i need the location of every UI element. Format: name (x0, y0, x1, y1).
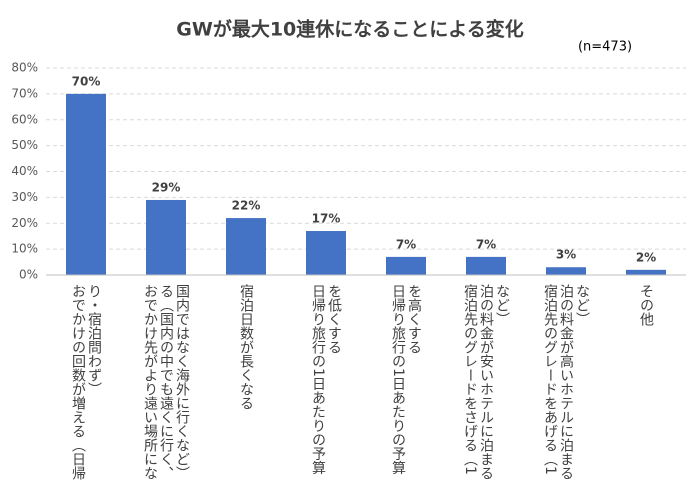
y-tick-label: 10% (11, 242, 38, 256)
x-tick-label: 宿泊日数が長くなる (238, 284, 254, 410)
x-tick-label: 日帰り旅行の1日あたりの予算を低くする (310, 284, 342, 475)
value-label: 70% (72, 74, 101, 88)
chart-title: GWが最大10連休になることによる変化 (176, 18, 523, 41)
y-tick-label: 40% (11, 164, 38, 178)
bar (226, 218, 266, 275)
value-label: 22% (232, 199, 261, 213)
y-tick-label: 0% (19, 268, 38, 282)
value-label: 7% (476, 237, 496, 251)
value-label: 3% (556, 248, 576, 262)
value-label: 17% (312, 212, 341, 226)
y-tick-label: 20% (11, 216, 38, 230)
bar (466, 256, 506, 275)
bar (386, 256, 426, 275)
bar (66, 93, 106, 275)
value-label: 2% (636, 250, 656, 264)
x-tick-label: 宿泊先のグレードをあげる（1泊の料金が高いホテルに泊まるなど） (542, 284, 590, 480)
y-tick-label: 50% (11, 138, 38, 152)
bar (626, 269, 666, 275)
sample-size: (n=473) (578, 40, 632, 55)
bar (306, 231, 346, 275)
x-tick-label: 宿泊先のグレードをさげる（1泊の料金が安いホテルに泊まるなど） (462, 284, 510, 480)
y-tick-label: 60% (11, 112, 38, 126)
y-tick-label: 70% (11, 86, 38, 100)
bar (146, 199, 186, 275)
x-tick-label: おでかけ先がより遠い場所になる（国内の中でも遠くに行く、国内ではなく海外に行くな… (142, 284, 190, 480)
bar (546, 267, 586, 275)
value-label: 29% (152, 180, 181, 194)
y-tick-label: 80% (11, 61, 38, 75)
x-tick-label: おでかけの回数が増える（日帰り・宿泊問わず） (70, 284, 102, 480)
y-tick-label: 30% (11, 190, 38, 204)
x-tick-label: その他 (638, 284, 654, 326)
x-tick-label: 日帰り旅行の1日あたりの予算を高くする (390, 284, 422, 475)
value-label: 7% (396, 237, 416, 251)
